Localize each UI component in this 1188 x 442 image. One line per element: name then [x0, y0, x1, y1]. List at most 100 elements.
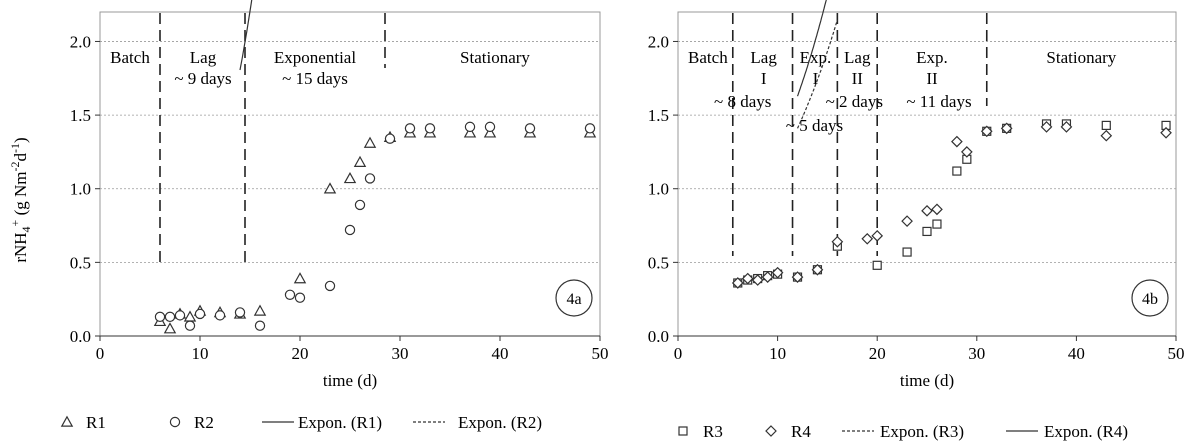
x-tick-label: 20: [869, 344, 886, 363]
phase-label: Batch: [110, 48, 150, 67]
data-point-r3: [872, 260, 882, 270]
data-point-r2: [364, 173, 376, 184]
data-point-r4: [1160, 126, 1172, 139]
panel-badge: [555, 279, 593, 317]
phase-label: II: [926, 69, 938, 88]
data-point-r2: [344, 224, 356, 236]
data-point-r2: [284, 289, 296, 300]
phase-label: I: [813, 69, 819, 88]
phase-label: Batch: [688, 48, 728, 67]
y-tick-label: 1.5: [70, 106, 91, 125]
x-axis-label: time (d): [323, 371, 377, 390]
trendline: [796, 0, 827, 97]
legend-marker: [60, 415, 74, 427]
x-tick-label: 30: [392, 344, 409, 363]
data-point-r2: [324, 280, 336, 292]
legend-marker: [678, 426, 688, 436]
data-point-r2: [354, 199, 366, 211]
data-point-r4: [951, 135, 963, 148]
trendline: [796, 19, 838, 129]
data-point-r1: [343, 171, 357, 184]
data-point-r2: [214, 310, 226, 321]
legend-label: Expon. (R4): [1044, 422, 1128, 441]
data-point-r4: [1040, 121, 1053, 133]
x-tick-label: 50: [1168, 344, 1185, 363]
data-point-r1: [293, 272, 307, 284]
data-point-r2: [584, 123, 596, 134]
legend-marker: [765, 425, 777, 437]
legend-label: Expon. (R2): [458, 413, 542, 432]
phase-label: Lag: [750, 48, 777, 67]
y-tick-label: 0.0: [648, 327, 669, 346]
data-point-r4: [811, 263, 824, 276]
phase-duration: ~ 5 days: [786, 116, 843, 135]
phase-label: Exp.: [800, 48, 832, 67]
x-tick-label: 10: [192, 344, 209, 363]
phase-label: I: [761, 69, 767, 88]
data-point-r3: [922, 226, 932, 237]
data-point-r2: [384, 133, 396, 144]
data-point-r4: [1100, 129, 1113, 142]
data-point-r2: [154, 311, 166, 323]
y-tick-label: 0.0: [70, 327, 91, 346]
phase-duration: ~ 8 days: [714, 92, 771, 111]
data-point-r4: [741, 272, 754, 285]
data-point-r1: [163, 322, 177, 334]
data-point-r2: [404, 123, 416, 134]
data-point-r4: [931, 203, 943, 216]
data-point-r4: [791, 271, 804, 283]
data-point-r2: [424, 123, 436, 134]
data-point-r4: [1000, 122, 1013, 135]
data-point-r1: [183, 310, 197, 322]
data-point-r4: [731, 277, 744, 289]
y-axis-label: rNH4+ (g Nm-2d-1): [8, 137, 33, 262]
data-point-r1: [323, 182, 337, 194]
x-tick-label: 40: [492, 344, 509, 363]
legend-label: R4: [791, 422, 811, 441]
data-point-r3: [902, 247, 912, 257]
data-point-r4: [980, 125, 993, 138]
data-point-r4: [831, 235, 844, 248]
data-point-r4: [751, 274, 764, 286]
chart-panel-4a: 0.0 0.5 1.0 1.5 2.0 0 10 20 30 40 50 time (d) Batch L…: [60, 0, 609, 432]
data-point-r2: [294, 292, 306, 303]
legend-label: Expon. (R1): [298, 413, 382, 432]
phase-label: Exponential: [274, 48, 356, 67]
data-point-r1: [483, 126, 497, 138]
phase-duration: ~ 2 days: [826, 92, 883, 111]
data-point-r2: [254, 320, 266, 331]
phase-label: Exp.: [916, 48, 948, 67]
data-point-r4: [761, 271, 774, 283]
x-tick-label: 10: [769, 344, 786, 363]
x-tick-label: 20: [292, 344, 309, 363]
phase-label: ~ 9 days: [174, 69, 231, 88]
data-point-r2: [234, 307, 246, 318]
legend-marker: [169, 416, 181, 428]
x-tick-label: 0: [674, 344, 683, 363]
data-point-r4: [901, 215, 913, 227]
legend-label: R3: [703, 422, 723, 441]
data-point-r2: [464, 121, 476, 133]
chart-panel-4b: 0.0 0.5 1.0 1.5 2.0 0 10 20 30 40 50 time (d) Batch L…: [648, 0, 1185, 441]
panel-badge-label: 4a: [566, 291, 581, 308]
y-tick-label: 2.0: [70, 32, 91, 51]
data-point-r2: [194, 308, 206, 320]
data-point-r4: [871, 230, 884, 242]
data-point-r2: [164, 311, 176, 323]
y-tick-label: 0.5: [648, 253, 669, 272]
phase-label: Stationary: [460, 48, 530, 67]
data-point-r2: [524, 123, 536, 134]
y-tick-label: 2.0: [648, 32, 669, 51]
x-tick-label: 40: [1068, 344, 1085, 363]
data-point-r1: [363, 136, 377, 148]
data-point-r1: [353, 155, 367, 167]
data-point-r3: [952, 166, 962, 176]
data-point-r4: [861, 232, 874, 245]
legend-label: R2: [194, 413, 214, 432]
y-tick-label: 1.0: [648, 180, 669, 199]
x-axis-label: time (d): [900, 371, 954, 390]
data-point-r2: [484, 121, 496, 133]
phase-label: Lag: [844, 48, 871, 67]
y-tick-label: 0.5: [70, 253, 91, 272]
